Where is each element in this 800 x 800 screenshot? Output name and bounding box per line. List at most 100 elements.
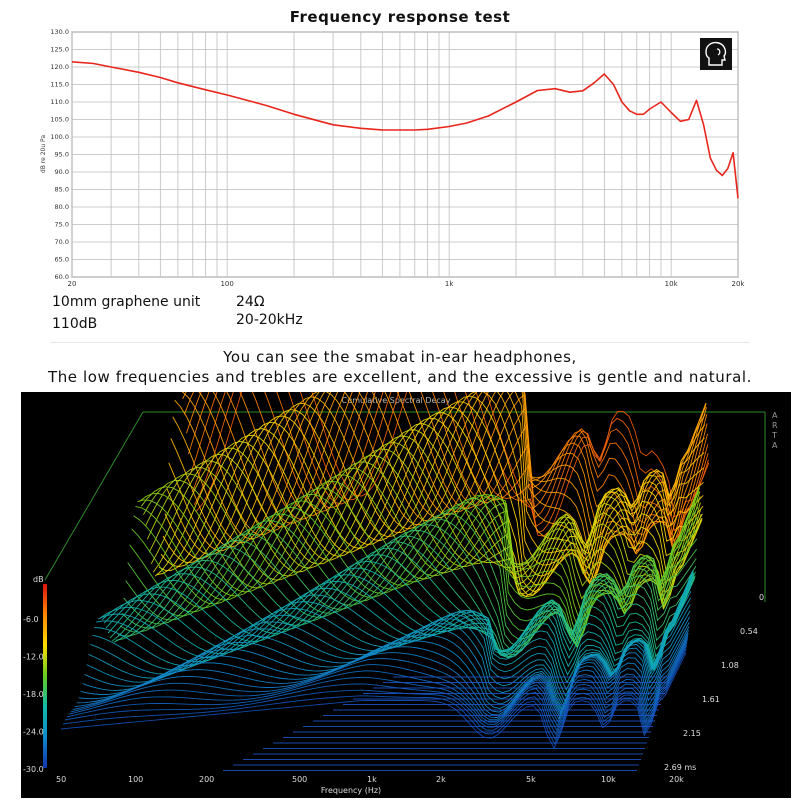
csd-time-tick-label: 0 [759, 593, 764, 602]
csd-y-tick-labels: -6.0 -12.0 -18.0 -24.0 -30.0 [23, 615, 44, 774]
decay-slice [154, 423, 703, 597]
colorbar-gradient [43, 584, 47, 768]
csd-y-axis-label: dB [33, 575, 44, 584]
decay-slice [109, 554, 695, 664]
y-axis-label: dB re 20u Pa [40, 135, 47, 173]
y-tick-label: 130.0 [50, 28, 69, 36]
decay-slice [168, 392, 705, 587]
decay-slice [150, 435, 702, 603]
decay-slice [70, 637, 689, 727]
decay-slice [74, 633, 689, 720]
y-tick-label: 95.0 [55, 151, 69, 159]
decay-slice [129, 498, 698, 648]
y-tick-label: 105.0 [50, 116, 69, 124]
decay-slice [182, 392, 707, 552]
specs-panel: 10mm graphene unit 110dB 24Ω 20-20kHz [50, 290, 750, 343]
csd-x-tick-label: 100 [128, 775, 143, 784]
decay-slice [78, 626, 690, 716]
decay-slice [193, 392, 709, 534]
x-tick-label: 100 [220, 280, 233, 288]
decay-slice [191, 392, 709, 542]
decay-slice [103, 571, 694, 672]
y-tick-label: 115.0 [50, 81, 69, 89]
decay-slice [86, 604, 691, 711]
csd-y-tick-label: -30.0 [23, 765, 44, 774]
decay-slice [105, 567, 695, 671]
y-tick-label: 75.0 [55, 221, 69, 229]
csd-x-tick-label: 10k [601, 775, 616, 784]
y-tick-labels: 130.0 125.0 120.0 115.0 110.0 105.0 100.0 95.0 9… [50, 28, 69, 281]
watermark-letter: A [772, 441, 778, 450]
decay-slice [166, 392, 705, 583]
y-tick-label: 120.0 [50, 63, 69, 71]
csd-x-tick-label: 20k [669, 775, 684, 784]
decay-slice [170, 392, 705, 588]
y-tick-label: 125.0 [50, 46, 69, 54]
csd-y-tick-label: -12.0 [23, 653, 44, 662]
y-tick-label: 70.0 [55, 238, 69, 246]
y-tick-label: 65.0 [55, 256, 69, 264]
watermark-letter: A [772, 411, 778, 420]
csd-y-tick-label: -24.0 [23, 728, 44, 737]
y-tick-label: 90.0 [55, 168, 69, 176]
decay-slice [99, 570, 694, 676]
y-tick-label: 85.0 [55, 186, 69, 194]
decay-slice [127, 502, 698, 649]
caption-line-1: You can see the smabat in-ear headphones… [223, 348, 577, 366]
decay-slice [148, 442, 702, 608]
decay-slice [133, 493, 699, 641]
decay-slice [66, 642, 688, 736]
decay-slice [125, 507, 698, 647]
csd-time-tick-label: 1.08 [721, 661, 739, 670]
decay-slice [160, 406, 704, 592]
decay-slice [92, 584, 692, 702]
x-tick-label: 20k [732, 280, 746, 288]
csd-y-tick-label: -18.0 [23, 690, 44, 699]
csd-x-tick-label: 2k [436, 775, 446, 784]
decay-slice [107, 560, 695, 668]
decay-slice [141, 467, 700, 612]
csd-x-axis-label: Frequency (Hz) [321, 786, 381, 795]
csd-time-tick-label: 2.69 ms [664, 763, 696, 772]
decay-slice [146, 448, 701, 611]
decay-slice [139, 474, 700, 615]
decay-slices [60, 392, 710, 771]
decay-slice [60, 652, 687, 750]
y-tick-label: 80.0 [55, 203, 69, 211]
y-tick-label: 110.0 [50, 98, 69, 106]
decay-slice [157, 417, 703, 598]
spec-driver: 10mm graphene unit [52, 294, 201, 310]
csd-x-tick-label: 500 [292, 775, 307, 784]
csd-time-tick-label: 2.15 [683, 729, 701, 738]
csd-time-tick-label: 1.61 [702, 695, 720, 704]
frequency-response-chart: 130.0 125.0 120.0 115.0 110.0 105.0 100.0 95.0 9… [40, 28, 746, 288]
decay-slice [111, 547, 696, 658]
decay-slice [68, 640, 688, 732]
decay-slice [117, 530, 696, 656]
decay-slice [188, 392, 708, 551]
decay-slice [131, 494, 699, 646]
caption-line-2: The low frequencies and trebles are exce… [47, 368, 753, 386]
csd-time-tick-labels: 0 0.54 1.08 1.61 2.15 2.69 ms [664, 593, 764, 772]
decay-slice [186, 392, 708, 549]
colorbar [43, 584, 47, 768]
x-tick-labels: 20 100 1k 10k 20k [68, 280, 746, 288]
decay-slice [113, 541, 696, 659]
decay-slice [82, 616, 690, 713]
decay-slice [172, 392, 706, 586]
decay-slice [212, 392, 707, 555]
decay-slice [123, 512, 697, 644]
decay-slice [76, 629, 690, 718]
csd-x-tick-labels: 50 100 200 500 1k 2k 5k 10k 20k [56, 775, 684, 784]
chart-title: Frequency response test [289, 8, 511, 26]
spec-sensitivity: 110dB [52, 316, 98, 332]
decay-slice [184, 392, 708, 545]
grid [71, 31, 739, 278]
decay-slice [195, 392, 710, 537]
series-line [71, 61, 739, 199]
spec-impedance: 24Ω [236, 294, 265, 310]
decay-slice [101, 570, 694, 672]
